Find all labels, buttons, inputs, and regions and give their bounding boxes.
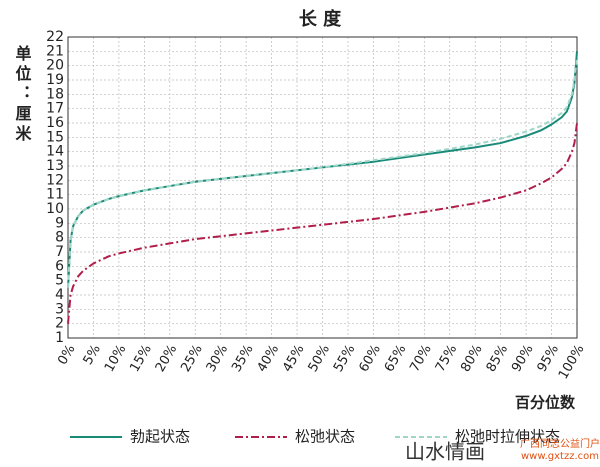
y-tick-label: 16 bbox=[46, 115, 64, 131]
y-tick-label: 22 bbox=[46, 29, 64, 45]
x-tick-label: 45% bbox=[280, 342, 307, 375]
y-tick-label: 7 bbox=[55, 244, 64, 260]
legend-label: 勃起状态 bbox=[130, 428, 190, 446]
x-tick-label: 35% bbox=[229, 342, 256, 375]
y-axis-label: 单位：厘米 bbox=[13, 44, 32, 145]
y-tick-label: 9 bbox=[55, 215, 64, 231]
watermark-site: 广西同志公益门户 bbox=[520, 437, 600, 450]
x-tick-label: 50% bbox=[306, 342, 333, 375]
x-tick-label: 85% bbox=[484, 342, 511, 375]
x-tick-label: 80% bbox=[458, 342, 485, 375]
x-tick-label: 90% bbox=[509, 342, 536, 375]
x-tick-label: 5% bbox=[81, 342, 104, 367]
plot-frame bbox=[67, 36, 578, 339]
legend-label: 松弛状态 bbox=[295, 428, 355, 446]
y-tick-label: 11 bbox=[46, 187, 64, 203]
x-tick-label: 10% bbox=[102, 342, 129, 375]
y-tick-label: 6 bbox=[55, 258, 64, 274]
y-tick-label: 15 bbox=[46, 129, 64, 145]
y-tick-label: 18 bbox=[46, 86, 64, 102]
x-tick-label: 20% bbox=[153, 342, 180, 375]
y-tick-label: 21 bbox=[46, 43, 64, 59]
y-tick-label: 17 bbox=[46, 101, 64, 117]
x-tick-label: 55% bbox=[331, 342, 358, 375]
watermark-url: www.gxtzz.com bbox=[521, 451, 599, 462]
x-tick-label: 30% bbox=[204, 342, 231, 375]
y-tick-label: 10 bbox=[46, 201, 64, 217]
x-tick-label: 15% bbox=[127, 342, 154, 375]
y-tick-label: 1 bbox=[55, 330, 64, 346]
series-line bbox=[67, 122, 578, 324]
x-tick-label: 60% bbox=[356, 342, 383, 375]
legend-label: 松弛时拉伸状态 bbox=[455, 428, 560, 446]
x-tick-label: 70% bbox=[407, 342, 434, 375]
x-tick-label: 0% bbox=[55, 342, 78, 367]
x-tick-label: 65% bbox=[382, 342, 409, 375]
x-tick-label: 75% bbox=[433, 342, 460, 375]
y-tick-label: 19 bbox=[46, 72, 64, 88]
y-tick-label: 20 bbox=[46, 58, 64, 74]
y-tick-label: 13 bbox=[46, 158, 64, 174]
watermark: 山水情画 bbox=[405, 440, 485, 464]
y-tick-label: 2 bbox=[55, 316, 64, 332]
series-line bbox=[67, 58, 578, 288]
x-axis-label: 百分位数 bbox=[515, 394, 576, 412]
x-tick-label: 40% bbox=[255, 342, 282, 375]
x-tick-label: 25% bbox=[178, 342, 205, 375]
x-tick-label: 100% bbox=[556, 342, 588, 382]
y-tick-label: 8 bbox=[55, 230, 64, 246]
y-tick-label: 3 bbox=[55, 301, 64, 317]
y-tick-label: 14 bbox=[46, 144, 64, 160]
chart-title: 长 度 bbox=[299, 8, 342, 30]
y-tick-label: 5 bbox=[55, 273, 64, 289]
y-tick-label: 4 bbox=[55, 287, 64, 303]
y-tick-label: 12 bbox=[46, 172, 64, 188]
